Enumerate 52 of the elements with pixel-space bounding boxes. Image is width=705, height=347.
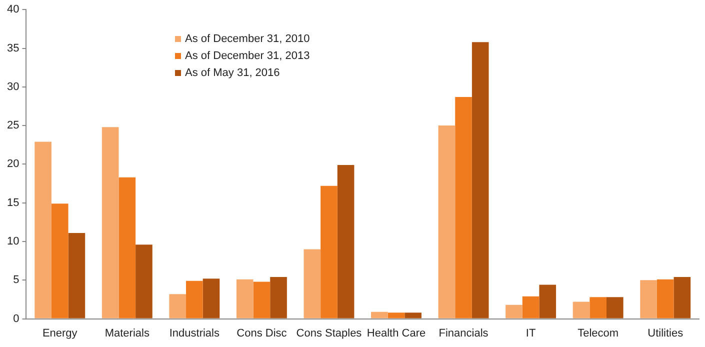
bar xyxy=(304,249,321,318)
x-tick-label: Telecom xyxy=(578,327,619,340)
x-tick-label: Cons Disc xyxy=(236,327,288,340)
bar xyxy=(337,164,354,318)
legend-label: As of December 31, 2010 xyxy=(185,32,310,44)
bar xyxy=(606,297,624,318)
legend-label: As of December 31, 2013 xyxy=(185,50,310,62)
bar xyxy=(506,304,522,318)
bar xyxy=(539,284,556,318)
y-tick-label: 30 xyxy=(6,80,20,93)
bar xyxy=(320,186,338,318)
y-tick-label: 10 xyxy=(6,236,20,248)
bar xyxy=(674,277,691,318)
bar xyxy=(656,279,674,318)
x-tick-label: Energy xyxy=(42,327,78,340)
x-tick-label: Financials xyxy=(438,327,489,340)
bar xyxy=(34,142,52,318)
bar xyxy=(118,177,136,318)
x-tick-label: Materials xyxy=(104,327,150,340)
bar xyxy=(404,312,422,318)
bar xyxy=(169,294,186,318)
bar xyxy=(455,96,472,318)
legend-label: As of May 31, 2016 xyxy=(185,66,280,78)
bar xyxy=(186,280,203,318)
bar xyxy=(438,126,456,318)
y-tick-label: 15 xyxy=(6,196,20,209)
y-tick-label: 0 xyxy=(13,312,20,325)
y-tick-label: 20 xyxy=(6,158,20,170)
x-tick-label: Utilities xyxy=(648,327,684,340)
bar xyxy=(472,42,489,318)
bar xyxy=(102,127,119,318)
bar xyxy=(388,312,405,318)
bar xyxy=(270,277,287,318)
bar xyxy=(202,278,220,318)
bar xyxy=(371,312,388,318)
bar xyxy=(640,280,657,318)
x-tick-label: Cons Staples xyxy=(296,327,362,340)
bar xyxy=(572,302,590,318)
bar xyxy=(51,204,68,318)
bar xyxy=(522,296,540,318)
x-tick-label: Health Care xyxy=(366,327,426,340)
bar xyxy=(136,244,152,318)
y-tick-label: 25 xyxy=(6,120,20,132)
bar xyxy=(253,282,270,318)
y-tick-label: 35 xyxy=(6,42,20,54)
x-tick-label: IT xyxy=(526,327,536,340)
y-tick-label: 5 xyxy=(13,274,20,286)
y-tick-label: 40 xyxy=(6,4,20,16)
bar xyxy=(68,232,86,318)
bar xyxy=(236,279,254,318)
bar xyxy=(590,297,606,318)
x-tick-label: Industrials xyxy=(169,327,220,340)
